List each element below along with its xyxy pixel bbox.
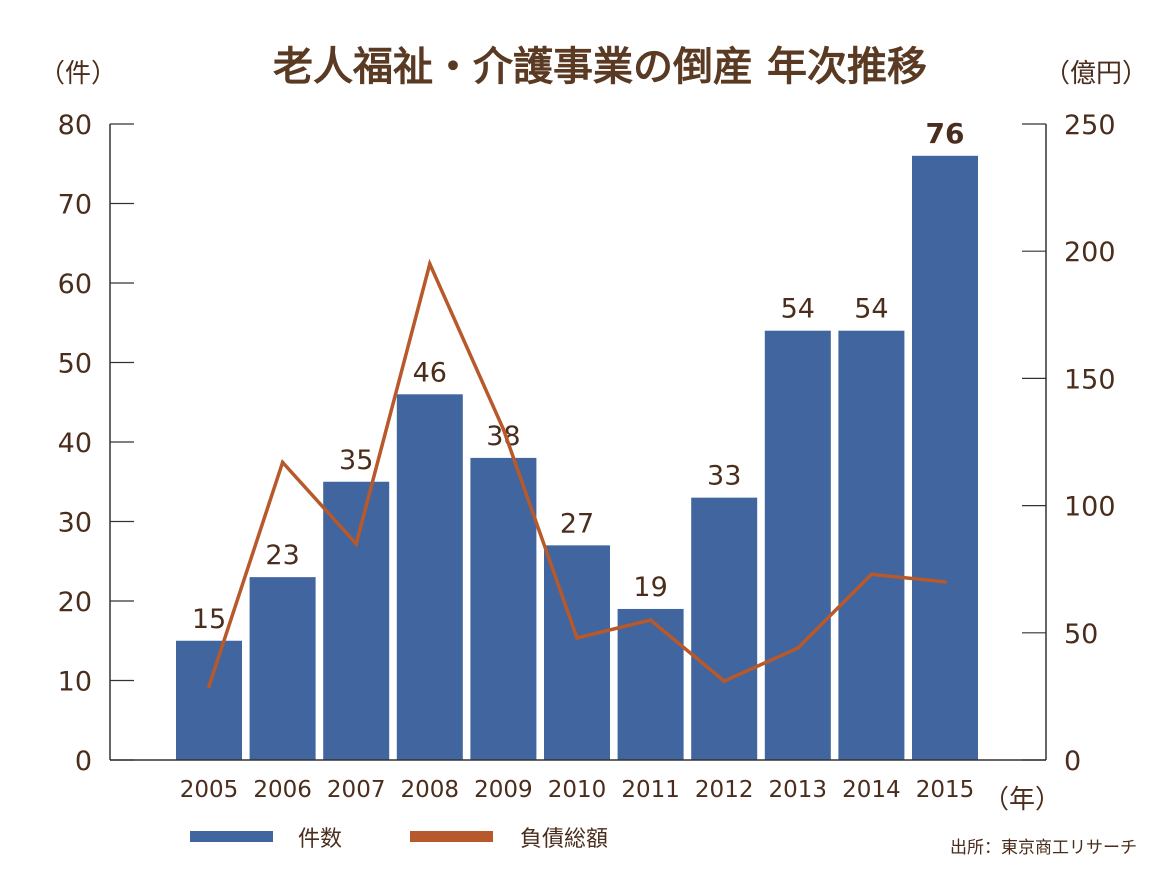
left-tick-label-0: 0	[75, 746, 92, 777]
right-tick-label-150: 150	[1064, 364, 1116, 395]
debt-point-2014	[869, 572, 874, 577]
bar-value-label-2015: 76	[926, 117, 965, 150]
left-tick-label-50: 50	[58, 349, 92, 380]
bar-value-label-2005: 15	[192, 604, 226, 635]
legend-label-debt: 負債総額	[520, 827, 608, 852]
left-tick-label-60: 60	[58, 269, 92, 300]
x-tick-label-2010: 2010	[548, 777, 607, 803]
bar-value-label-2013: 54	[781, 294, 815, 325]
right-tick-label-200: 200	[1064, 237, 1116, 268]
bar-2005	[176, 640, 242, 760]
right-axis-unit-label: （億円）	[1044, 59, 1148, 89]
debt-point-2010	[575, 636, 579, 640]
left-tick-label-70: 70	[58, 190, 92, 221]
bar-2007	[323, 481, 390, 760]
bar-2008	[396, 394, 463, 760]
debt-point-2008	[428, 262, 432, 266]
left-tick-group: 0 10 20 30 40 50 60 70 80	[58, 110, 134, 777]
left-tick-label-20: 20	[58, 587, 92, 618]
bar-value-label-2011: 19	[633, 572, 667, 603]
bar-2014	[838, 330, 905, 760]
right-tick-label-0: 0	[1064, 746, 1081, 777]
bar-2009	[470, 457, 537, 760]
legend: 件数 負債総額	[190, 827, 608, 852]
bar-value-label-2012: 33	[707, 461, 741, 492]
bar-value-label-2014: 54	[854, 294, 888, 325]
right-tick-label-50: 50	[1064, 619, 1098, 650]
x-tick-label-2011: 2011	[621, 777, 680, 803]
x-tick-label-2014: 2014	[842, 777, 901, 803]
debt-point-2015	[943, 580, 947, 584]
x-tick-label-2008: 2008	[401, 777, 460, 803]
left-tick-label-10: 10	[58, 667, 92, 698]
left-axis-unit-label: （件）	[39, 59, 117, 89]
bar-2006	[249, 577, 316, 760]
chart-title: 老人福祉・介護事業の倒産 年次推移	[273, 44, 927, 90]
debt-point-2012	[722, 679, 726, 683]
x-tick-label-2013: 2013	[769, 777, 828, 803]
debt-point-2013	[796, 646, 800, 650]
source-note: 出所：東京商工リサーチ	[950, 838, 1137, 858]
debt-point-2006	[280, 460, 285, 465]
debt-point-2005	[207, 684, 211, 689]
legend-label-count: 件数	[298, 827, 342, 852]
right-tick-label-100: 100	[1064, 492, 1116, 523]
x-tick-label-2009: 2009	[474, 777, 533, 803]
bar-value-label-2010: 27	[560, 508, 594, 539]
x-tick-label-2007: 2007	[327, 777, 386, 803]
debt-point-2009	[501, 427, 506, 432]
left-tick-label-30: 30	[58, 508, 92, 539]
x-tick-label-2006: 2006	[253, 777, 312, 803]
legend-swatch-debt	[410, 831, 493, 842]
bar-value-label-2007: 35	[339, 445, 373, 476]
bar-2013	[764, 330, 831, 760]
left-tick-label-40: 40	[58, 428, 92, 459]
left-tick-label-80: 80	[58, 110, 92, 141]
legend-swatch-count	[190, 831, 273, 842]
bar-2011	[617, 608, 684, 760]
bar-value-label-2006: 23	[265, 540, 299, 571]
bar-value-label-2008: 46	[413, 357, 447, 388]
bar-2015	[912, 155, 978, 761]
bar-series-group	[176, 155, 978, 761]
bar-2012	[691, 497, 758, 760]
x-axis-unit-label: （年）	[983, 785, 1061, 815]
line-series-group	[207, 258, 947, 689]
x-tick-label-2012: 2012	[695, 777, 754, 803]
right-tick-group: 0 50 100 150 200 250	[1022, 110, 1116, 777]
right-tick-label-250: 250	[1064, 110, 1116, 141]
x-tick-label-2005: 2005	[180, 777, 239, 803]
bar-2010	[544, 545, 610, 760]
debt-point-2007	[354, 541, 359, 546]
debt-point-2011	[648, 618, 653, 622]
x-tick-group: 2005 2006 2007 2008 2009 2010 2011 2012 2013 2014…	[180, 777, 975, 803]
x-tick-label-2015: 2015	[916, 777, 975, 803]
